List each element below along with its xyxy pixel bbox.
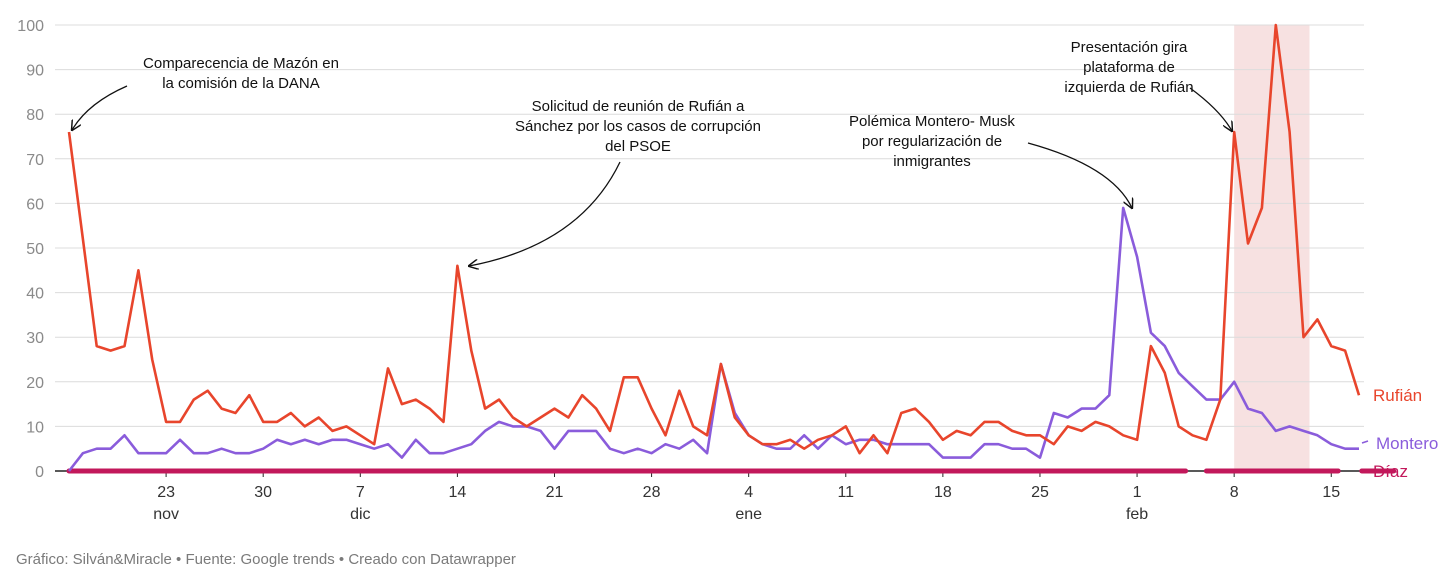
y-tick-label: 80 bbox=[26, 107, 44, 124]
annotation-arrow bbox=[1189, 87, 1232, 131]
annotation-text: Comparecencia de Mazón en bbox=[143, 55, 339, 72]
annotation-text: izquierda de Rufián bbox=[1064, 79, 1193, 96]
series-label: Díaz bbox=[1373, 462, 1408, 481]
annotation-arrow bbox=[1027, 142, 1132, 208]
annotation-text: Polémica Montero- Musk bbox=[849, 113, 1015, 130]
annotation-layer: Comparecencia de Mazón en la comisión de … bbox=[72, 39, 1232, 266]
annotation-text: por regularización de bbox=[862, 133, 1002, 150]
annotation-text: la comisión de la DANA bbox=[162, 75, 320, 92]
y-tick-label: 100 bbox=[17, 18, 44, 35]
x-tick-day: 18 bbox=[934, 484, 952, 501]
y-tick-label: 40 bbox=[26, 286, 44, 303]
y-tick-label: 10 bbox=[26, 419, 44, 436]
x-tick-month: nov bbox=[153, 506, 179, 523]
x-tick-day: 21 bbox=[546, 484, 564, 501]
y-tick-label: 20 bbox=[26, 375, 44, 392]
y-tick-label: 50 bbox=[26, 241, 44, 258]
x-tick-day: 11 bbox=[837, 484, 854, 501]
y-tick-label: 60 bbox=[26, 196, 44, 213]
x-axis: 23 nov 30 7 dic 14 21 28 4 ene 11 18 25 1 feb 8 15 bbox=[153, 471, 1340, 523]
x-tick-month: ene bbox=[735, 506, 762, 523]
series-line-rufian bbox=[67, 23, 1361, 455]
series-label: Montero bbox=[1376, 434, 1438, 453]
x-tick-month: dic bbox=[350, 506, 370, 523]
y-tick-label: 90 bbox=[26, 63, 44, 80]
annotation-text: plataforma de bbox=[1083, 59, 1175, 76]
y-tick-label: 70 bbox=[26, 152, 44, 169]
annotation-arrow bbox=[469, 161, 621, 266]
x-tick-day: 4 bbox=[744, 484, 753, 501]
series-labels: Rufián Montero Díaz bbox=[1361, 386, 1438, 481]
annotation-text: inmigrantes bbox=[893, 153, 971, 170]
annotation-arrow bbox=[72, 85, 128, 130]
y-tick-label: 30 bbox=[26, 330, 44, 347]
chart-footer: Gráfico: Silván&Miracle • Fuente: Google… bbox=[16, 551, 516, 568]
x-tick-day: 30 bbox=[254, 484, 272, 501]
x-tick-day: 8 bbox=[1230, 484, 1239, 501]
x-tick-day: 28 bbox=[643, 484, 661, 501]
x-tick-day: 23 bbox=[157, 484, 175, 501]
series-line-montero bbox=[67, 206, 1359, 472]
x-tick-day: 14 bbox=[448, 484, 466, 501]
y-axis: 0 10 20 30 40 50 60 70 80 90 100 bbox=[17, 18, 44, 481]
x-tick-day: 7 bbox=[356, 484, 365, 501]
annotation-text: Presentación gira bbox=[1071, 39, 1188, 56]
x-tick-month: feb bbox=[1126, 506, 1148, 523]
annotation-text: Solicitud de reunión de Rufián a bbox=[532, 98, 745, 115]
series-label: Rufián bbox=[1373, 386, 1422, 405]
x-tick-day: 25 bbox=[1031, 484, 1049, 501]
annotation-text: del PSOE bbox=[605, 138, 671, 155]
series-layer bbox=[66, 23, 1397, 474]
y-tick-label: 0 bbox=[35, 464, 44, 481]
annotation-text: Sánchez por los casos de corrupción bbox=[515, 118, 761, 135]
x-tick-day: 15 bbox=[1322, 484, 1340, 501]
series-label-leader bbox=[1361, 440, 1369, 444]
x-tick-day: 1 bbox=[1133, 484, 1142, 501]
